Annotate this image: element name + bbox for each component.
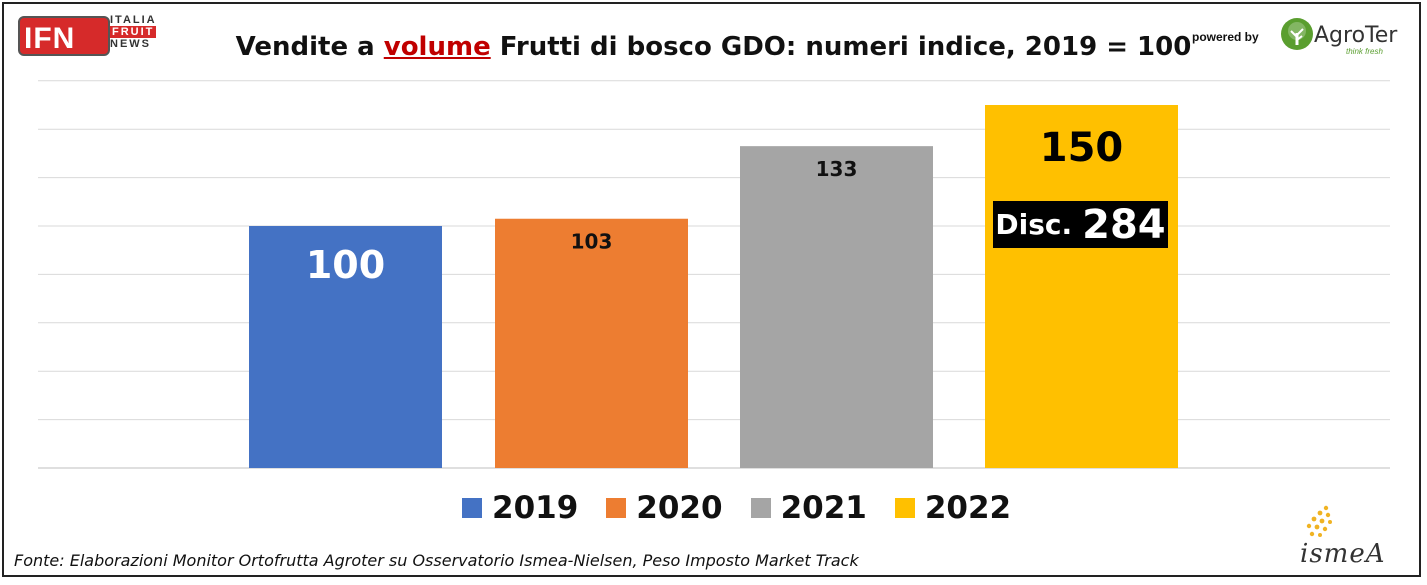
- ifn-logo: IFN ITALIA FRUIT NEWS: [18, 14, 168, 58]
- chart-title-post: Frutti di bosco GDO: numeri indice, 2019…: [490, 32, 1192, 62]
- ifn-logo-text: IFN: [24, 22, 76, 55]
- legend-swatch-2020: [606, 498, 627, 518]
- data-label-2022: 150: [1040, 125, 1124, 171]
- chart-title-highlight: volume: [383, 32, 491, 62]
- bar-2022: [985, 105, 1178, 468]
- data-label-2019: 100: [306, 243, 385, 287]
- agroter-name: AgroTer: [1314, 23, 1398, 48]
- bar-2020: [495, 218, 688, 468]
- ifn-logo-words: ITALIA FRUIT NEWS: [110, 14, 157, 50]
- agroter-logo: AgroTer think fresh: [1280, 17, 1405, 57]
- chart-title: Vendite a volume Frutti di bosco GDO: nu…: [0, 32, 1427, 62]
- tree-icon: [1281, 18, 1313, 50]
- ismea-logo: ismeA: [1296, 505, 1406, 571]
- legend-item-2021: 2021: [750, 490, 867, 526]
- legend-item-2022: 2022: [894, 490, 1012, 526]
- legend-label-2019: 2019: [492, 490, 579, 526]
- discount-value: 284: [1082, 201, 1166, 248]
- ifn-logo-box: IFN: [18, 16, 110, 56]
- ifn-logo-line1: ITALIA: [110, 14, 157, 26]
- legend-swatch-2022: [894, 498, 915, 518]
- bar-2021: [740, 146, 933, 468]
- agroter-tagline: think fresh: [1346, 47, 1383, 56]
- ismea-wordmark: ismeA: [1300, 539, 1386, 569]
- source-note: Fonte: Elaborazioni Monitor Ortofrutta A…: [14, 551, 859, 570]
- ifn-logo-line2: FRUIT: [110, 26, 157, 38]
- bar-2019: [249, 226, 442, 468]
- legend-item-2019: 2019: [462, 490, 578, 526]
- legend-swatch-2021: [750, 498, 771, 518]
- powered-by-label: powered by: [1192, 30, 1259, 44]
- discount-annotation: Disc. 284: [993, 201, 1168, 248]
- legend-label-2020: 2020: [636, 490, 723, 526]
- legend-swatch-2019: [462, 498, 482, 518]
- legend-label-2022: 2022: [924, 490, 1012, 526]
- legend-label-2021: 2021: [780, 490, 867, 526]
- chart-legend: 2019 2020 2021 2022: [462, 490, 1011, 526]
- legend-item-2020: 2020: [606, 490, 723, 526]
- chart-title-pre: Vendite a: [235, 32, 384, 62]
- data-label-2020: 103: [571, 230, 613, 254]
- ifn-logo-line3: NEWS: [110, 38, 151, 50]
- data-label-2021: 133: [816, 157, 858, 181]
- ismea-mark-icon: [1306, 505, 1332, 537]
- chart-frame: [2, 2, 1421, 577]
- discount-label: Disc.: [995, 208, 1073, 241]
